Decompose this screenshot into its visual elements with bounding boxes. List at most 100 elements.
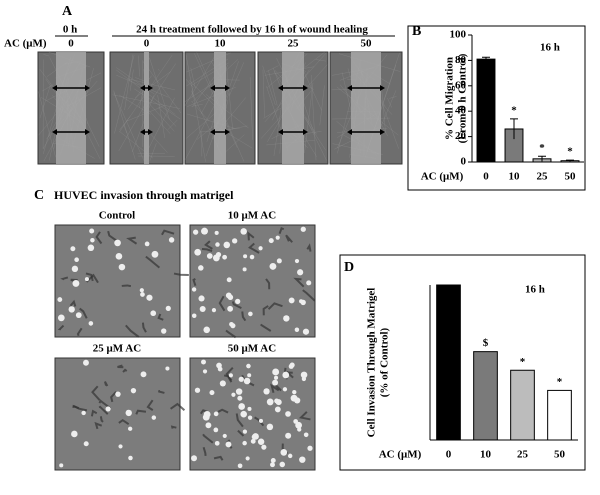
cell — [57, 324, 65, 331]
cell-dot — [238, 376, 244, 382]
cell-dot — [150, 310, 157, 317]
cell — [126, 236, 138, 245]
cell-dot — [247, 373, 252, 378]
texture — [205, 94, 249, 129]
error-bar — [538, 155, 546, 162]
texture — [167, 119, 178, 130]
texture — [119, 116, 131, 131]
cell-dot — [84, 277, 89, 282]
texture — [148, 109, 171, 134]
cell-dot — [242, 267, 247, 272]
cell — [141, 322, 147, 333]
cell-dot — [83, 359, 89, 366]
y-tick-label: 60 — [455, 79, 467, 91]
arrow-head — [140, 85, 153, 91]
cell — [145, 255, 161, 269]
cell-dot — [270, 462, 275, 468]
cell — [265, 278, 271, 290]
texture — [274, 70, 284, 80]
cell — [135, 409, 147, 415]
dose-label: 0 — [144, 38, 150, 50]
annotation: 16 h — [540, 42, 560, 54]
texture — [343, 88, 347, 91]
cell-dot — [213, 427, 219, 433]
cell-dot — [266, 398, 274, 406]
cell — [306, 243, 312, 252]
cell — [201, 248, 213, 252]
cell-dot — [300, 299, 306, 306]
cell-dot — [288, 297, 295, 304]
cell — [223, 374, 233, 383]
cell-dot — [201, 227, 208, 235]
cell — [267, 302, 283, 310]
cell — [302, 289, 316, 302]
texture — [43, 54, 50, 57]
cell — [217, 408, 229, 414]
cell-dot — [280, 449, 288, 456]
cell-dot — [71, 265, 79, 273]
cell-dot — [161, 328, 167, 334]
cell-dot — [245, 456, 250, 461]
cell-dot — [214, 230, 219, 235]
cell-dot — [219, 380, 226, 387]
cell-dot — [215, 242, 220, 247]
cell-dot — [282, 371, 290, 379]
cell — [110, 391, 117, 403]
cell — [94, 421, 103, 430]
cell — [248, 242, 260, 254]
cell-dot — [57, 297, 63, 302]
texture — [191, 88, 194, 98]
cell-dot — [118, 444, 123, 449]
cell-dot — [258, 418, 263, 423]
cell-dot — [201, 359, 206, 365]
x-axis-label: AC (μM) — [379, 449, 422, 461]
cell-dot — [168, 237, 175, 243]
cell-dot — [213, 411, 219, 417]
cell — [99, 416, 104, 423]
cell — [202, 446, 207, 456]
micrograph — [54, 357, 181, 471]
cell-dot — [211, 308, 217, 313]
significance-marker: * — [567, 146, 573, 158]
cell — [213, 455, 224, 461]
cell-dot — [275, 235, 280, 240]
texture — [124, 54, 134, 111]
cell — [173, 272, 189, 276]
cell-dot — [266, 423, 274, 431]
image-caption: 25 μM AC — [93, 343, 141, 355]
texture — [302, 68, 322, 111]
cell-dot — [295, 421, 302, 429]
cell — [117, 364, 124, 369]
cell-dot — [222, 254, 227, 260]
cell-dot — [287, 453, 293, 459]
image-caption: 10 μM AC — [228, 210, 276, 222]
error-bar — [566, 159, 574, 162]
y-axis-label: Cell Invasion Through Matrigel — [366, 288, 378, 438]
cell — [98, 399, 112, 410]
cell-dot — [191, 455, 198, 462]
texture — [42, 84, 54, 92]
panel-label: C — [34, 188, 44, 203]
cell-dot — [243, 377, 251, 385]
significance-marker: * — [520, 356, 526, 368]
cell-dot — [235, 298, 241, 305]
wound — [214, 52, 226, 164]
significance-marker: * — [557, 376, 563, 388]
cell-dot — [274, 406, 281, 413]
texture — [382, 106, 399, 149]
y-axis-label: % Cell Migration — [444, 57, 456, 140]
cell-dot — [290, 394, 298, 402]
cell-dot — [294, 327, 300, 332]
cell — [161, 229, 175, 236]
cell-dot — [128, 426, 133, 431]
cell-dot — [202, 369, 208, 374]
cell-dot — [87, 244, 95, 252]
x-tick-label: 25 — [517, 449, 529, 461]
cell — [237, 429, 245, 437]
cell-dot — [130, 387, 137, 394]
texture — [134, 88, 181, 120]
cell — [241, 311, 247, 322]
texture — [184, 83, 213, 102]
cell — [85, 272, 94, 282]
cell-dot — [203, 410, 211, 418]
